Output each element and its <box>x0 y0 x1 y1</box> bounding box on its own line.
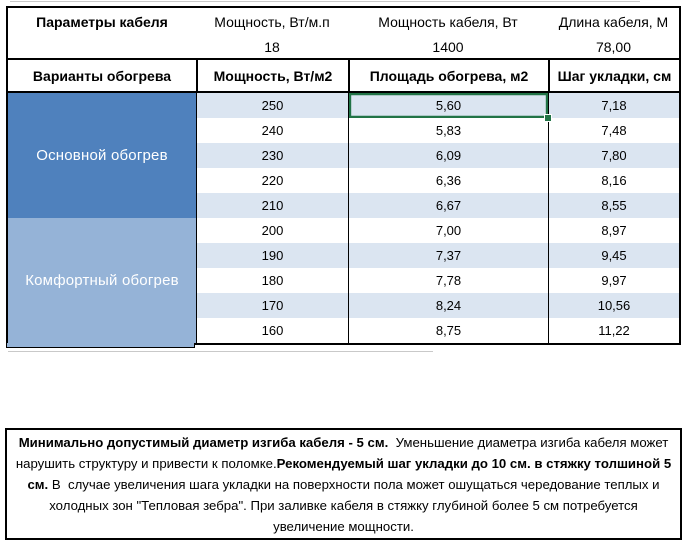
note-segment: Рекомендуемый шаг укладки до 10 см. в ст… <box>27 455 675 492</box>
cable-note-box[interactable]: Минимально допустимый диаметр изгиба каб… <box>5 428 682 540</box>
excel-gridline <box>8 351 433 352</box>
group-label-1[interactable]: Комфортный обогрев <box>8 218 196 343</box>
data-cell[interactable]: 5,60 <box>348 93 552 122</box>
params-title-cell[interactable]: Параметры кабеля <box>36 14 168 30</box>
data-cell[interactable]: 7,00 <box>348 218 548 243</box>
label-column-overflow-strip <box>6 343 195 348</box>
data-cell[interactable]: 8,55 <box>548 193 679 218</box>
variants-header-row: Варианты обогрева Мощность, Вт/м2 Площадь … <box>8 58 679 93</box>
column-header-0[interactable]: Варианты обогрева <box>32 67 172 84</box>
data-cell[interactable]: 7,18 <box>548 93 679 118</box>
data-cell[interactable]: 8,75 <box>348 318 548 343</box>
data-cell[interactable]: 11,22 <box>548 318 679 343</box>
data-cell[interactable]: 8,97 <box>548 218 679 243</box>
note-segment: В случае увеличения шага укладки на пове… <box>48 476 664 534</box>
data-cell[interactable]: 200 <box>196 218 348 243</box>
data-cell[interactable]: 160 <box>196 318 348 343</box>
param-value-cable-length[interactable]: 78,00 <box>595 39 632 55</box>
excel-gridline <box>10 1 640 2</box>
data-cell[interactable]: 180 <box>196 268 348 293</box>
column-header-1[interactable]: Мощность, Вт/м2 <box>196 60 348 91</box>
data-cell[interactable]: 6,36 <box>348 168 548 193</box>
param-header-cable-length[interactable]: Длина кабеля, М <box>558 14 669 30</box>
data-cell[interactable]: 7,78 <box>348 268 548 293</box>
data-cell[interactable]: 210 <box>196 193 348 218</box>
param-header-power-per-m[interactable]: Мощность, Вт/м.п <box>214 14 330 30</box>
column-header-2[interactable]: Площадь обогрева, м2 <box>348 60 548 91</box>
data-cell[interactable]: 8,24 <box>348 293 548 318</box>
note-segment: Уменьшение диаметра изгиба кабеля может … <box>15 434 672 471</box>
note-segment: Минимально допустимый диаметр изгиба каб… <box>18 434 389 450</box>
cable-parameters-table: Параметры кабеля Мощность, Вт/м.п Мощнос… <box>6 6 681 345</box>
data-cell[interactable]: 230 <box>196 143 348 168</box>
cable-params-section: Параметры кабеля Мощность, Вт/м.п Мощнос… <box>8 8 679 58</box>
data-cell[interactable]: 250 <box>196 93 348 118</box>
data-cell[interactable]: 170 <box>196 293 348 318</box>
data-cell[interactable]: 8,16 <box>548 168 679 193</box>
param-value-power-per-m[interactable]: 18 <box>264 39 280 55</box>
data-cell[interactable]: 240 <box>196 118 348 143</box>
group-label-0[interactable]: Основной обогрев <box>8 93 196 218</box>
data-cell[interactable]: 6,09 <box>348 143 548 168</box>
data-cell[interactable]: 10,56 <box>548 293 679 318</box>
data-cell[interactable]: 6,67 <box>348 193 548 218</box>
data-cell[interactable]: 7,37 <box>348 243 548 268</box>
heating-data-grid: Основной обогрев 250 5,60 7,18 240 5,83 7,48 23… <box>8 93 679 343</box>
data-cell[interactable]: 7,48 <box>548 118 679 143</box>
empty-cell[interactable] <box>8 36 196 58</box>
param-header-cable-power[interactable]: Мощность кабеля, Вт <box>378 14 518 30</box>
data-cell[interactable]: 220 <box>196 168 348 193</box>
data-cell[interactable]: 9,97 <box>548 268 679 293</box>
data-cell[interactable]: 9,45 <box>548 243 679 268</box>
cable-note-text: Минимально допустимый диаметр изгиба каб… <box>7 430 680 539</box>
param-value-cable-power[interactable]: 1400 <box>432 39 464 55</box>
data-cell[interactable]: 5,83 <box>348 118 548 143</box>
data-cell[interactable]: 190 <box>196 243 348 268</box>
data-cell[interactable]: 7,80 <box>548 143 679 168</box>
column-header-3[interactable]: Шаг укладки, см <box>548 60 679 91</box>
